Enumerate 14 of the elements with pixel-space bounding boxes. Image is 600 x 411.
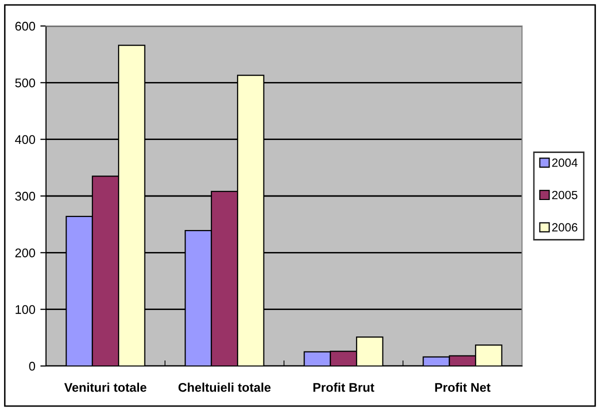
y-tick-label: 0 [29,362,36,371]
x-tick-label: Profit Net [435,382,490,392]
y-tick-label: 600 [15,22,36,31]
legend-label: 2005 [552,190,578,200]
y-tick-label: 100 [16,305,36,314]
x-tick-label: Profit Brut [313,382,374,392]
y-tick-label: 200 [15,248,36,258]
y-tick-label: 400 [15,135,36,144]
legend-label: 2006 [552,223,578,232]
y-tick-label: 300 [15,192,36,201]
x-tick-label: Venituri totale [64,382,146,392]
x-tick-label: Cheltuieli totale [178,382,271,392]
legend-label: 2004 [552,158,578,167]
y-tick-label: 500 [15,78,36,88]
